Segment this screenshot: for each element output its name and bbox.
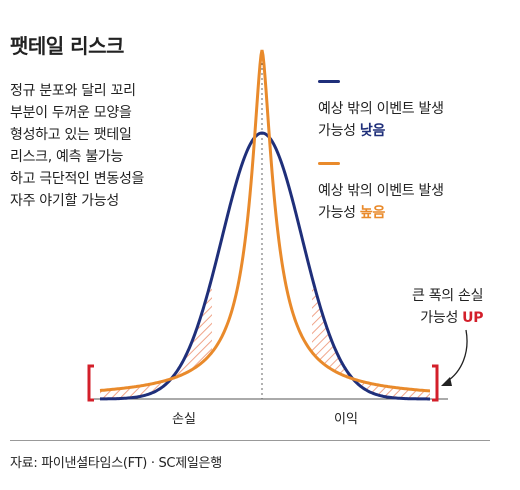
legend-label: 예상 밖의 이벤트 발생 [318,101,444,117]
description-line: 정규 분포와 달리 꼬리 [10,83,136,99]
legend-label: 예상 밖의 이벤트 발생 [318,183,444,199]
right-tail-shaded-area [312,277,430,399]
description-line: 하고 극단적인 변동성을 [10,171,145,187]
legend-label: 가능성 높음 [318,202,444,224]
axis-label-loss: 손실 [172,412,196,427]
legend-label-prefix: 가능성 [318,205,360,221]
description-line: 리스크, 예측 불가능 [10,149,124,165]
left-tail-bracket [87,364,94,402]
legend-label-prefix: 가능성 [318,123,360,139]
legend-highlight-low: 낮음 [359,123,386,139]
left-tail-shaded-area [100,277,212,399]
axis-label-gain: 이익 [334,412,358,427]
right-tail-bracket [432,364,439,402]
legend-item-high: 예상 밖의 이벤트 발생 가능성 높음 [318,162,444,224]
risk-pointer-arrow [445,329,468,383]
legend-item-low: 예상 밖의 이벤트 발생 가능성 낮음 [318,80,444,142]
description-text: 정규 분포와 달리 꼬리 부분이 두꺼운 모양을 형성하고 있는 팻테일 리스크… [10,80,210,212]
description-line: 자주 야기할 가능성 [10,193,119,209]
arrow-head-icon [441,377,452,386]
description-line: 형성하고 있는 팻테일 [10,127,132,143]
orange-line-icon [318,162,340,165]
source-note: 자료: 파이낸셜타임스(FT) · SC제일은행 [10,456,222,471]
risk-note-line: 큰 폭의 손실 [412,288,484,304]
navy-line-icon [318,80,340,83]
legend-highlight-high: 높음 [359,205,386,221]
loss-risk-note: 큰 폭의 손실 가능성 UP [412,285,484,329]
description-line: 부분이 두꺼운 모양을 [10,105,132,121]
normal-distribution-curve [100,131,430,401]
risk-note-line: 가능성 UP [412,307,483,329]
risk-note-up: UP [462,310,484,326]
source-divider [10,440,490,441]
legend-label: 가능성 낮음 [318,120,444,142]
chart-title: 팻테일 리스크 [10,34,124,58]
risk-note-prefix: 가능성 [420,310,463,326]
fat-tail-distribution-curve [99,49,430,393]
